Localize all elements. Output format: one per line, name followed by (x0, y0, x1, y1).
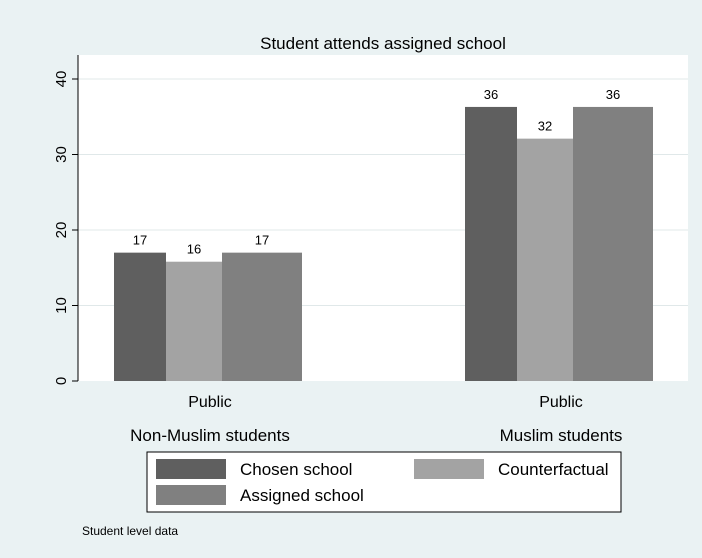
y-tick-label: 0 (53, 377, 70, 385)
bar-assigned-school (222, 252, 302, 381)
bar-counterfactual (166, 261, 222, 381)
legend-label: Counterfactual (498, 460, 609, 479)
bar-assigned-school (573, 106, 653, 381)
x-axis-labels: Public Non-Muslim students Public Muslim st… (130, 394, 622, 445)
bar-value-label: 36 (606, 87, 620, 102)
bar-value-label: 17 (133, 233, 147, 248)
y-tick-label: 30 (53, 146, 70, 163)
bar-value-label: 36 (484, 87, 498, 102)
x-category-label: Public (188, 394, 232, 411)
chart-note: Student level data (82, 524, 178, 538)
x-group-label: Muslim students (500, 426, 623, 445)
legend-swatch (414, 459, 484, 479)
bar-value-label: 16 (187, 242, 201, 257)
y-tick-label: 40 (53, 71, 70, 88)
y-axis: 0 10 20 30 40 (53, 55, 79, 385)
legend-label: Assigned school (240, 486, 364, 505)
bar-counterfactual (517, 138, 573, 381)
bar-value-label: 32 (538, 119, 552, 134)
legend-swatch (156, 459, 226, 479)
bar-chosen-school (465, 106, 517, 381)
y-tick-label: 10 (53, 297, 70, 314)
y-tick-label: 20 (53, 222, 70, 239)
x-group-label: Non-Muslim students (130, 426, 290, 445)
bar-value-label: 17 (255, 233, 269, 248)
x-category-label: Public (539, 394, 583, 411)
legend: Chosen school Counterfactual Assigned scho… (156, 459, 609, 505)
legend-swatch (156, 485, 226, 505)
chart-title: Student attends assigned school (260, 34, 506, 53)
legend-label: Chosen school (240, 460, 352, 479)
bar-chosen-school (114, 252, 166, 381)
bars: 17 36 16 32 17 36 (114, 87, 653, 381)
